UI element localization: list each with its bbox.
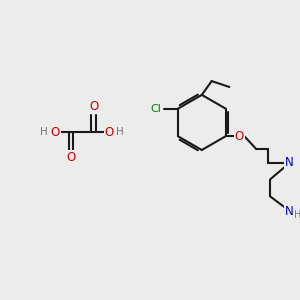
Text: O: O (50, 126, 60, 139)
Text: H: H (40, 127, 48, 137)
Text: O: O (235, 130, 244, 143)
Text: N: N (285, 205, 294, 218)
Text: O: O (89, 100, 98, 113)
Text: N: N (285, 156, 294, 169)
Text: Cl: Cl (151, 104, 162, 114)
Text: H: H (294, 210, 300, 220)
Text: H: H (116, 127, 124, 137)
Text: O: O (105, 126, 114, 139)
Text: O: O (66, 152, 76, 164)
